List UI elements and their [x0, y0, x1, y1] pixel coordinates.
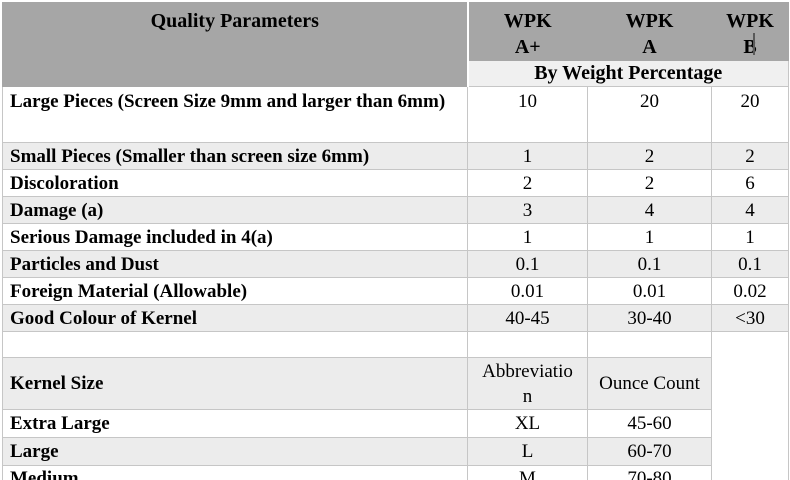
ounce-count-value: 70-80: [587, 465, 712, 480]
empty-cell: [467, 331, 588, 358]
text-cursor: [753, 33, 755, 55]
quality-row-large-pieces: Large Pieces (Screen Size 9mm and larger…: [2, 86, 789, 143]
wpk-label: WPK: [503, 10, 552, 32]
wpk-b-value: 2: [711, 142, 789, 170]
wpk-a-plus-value: 40-45: [467, 304, 588, 332]
wpk-b-value: 0.02: [711, 277, 789, 305]
grade-label: A+: [514, 36, 541, 58]
kernel-size-header: Kernel Size: [2, 357, 468, 410]
kernel-size-header-row: Kernel Size Abbreviation Ounce Count: [2, 357, 789, 410]
wpk-b-value: <30: [711, 304, 789, 332]
parameter-label: Foreign Material (Allowable): [2, 277, 468, 305]
wpk-b-value: 6: [711, 169, 789, 197]
parameter-label: Large Pieces (Screen Size 9mm and larger…: [2, 86, 468, 143]
quality-parameters-label: Quality Parameters: [150, 10, 319, 32]
quality-parameters-header: Quality Parameters: [2, 2, 469, 87]
empty-cell: [587, 331, 712, 358]
wpk-label: WPK: [625, 10, 674, 32]
wpk-a-value: 0.01: [587, 277, 712, 305]
grade-label: B: [743, 36, 757, 58]
ounce-count-header: Ounce Count: [587, 357, 712, 410]
empty-cell: [2, 331, 468, 358]
wpk-a-value: 2: [587, 142, 712, 170]
kernel-row-large: Large L 60-70: [2, 437, 789, 466]
kernel-size-label: Extra Large: [2, 409, 468, 438]
parameter-label: Small Pieces (Smaller than screen size 6…: [2, 142, 468, 170]
ounce-count-value: 45-60: [587, 409, 712, 438]
column-header-wpk-a: WPK A: [587, 2, 712, 61]
wpk-a-value: 0.1: [587, 250, 712, 278]
parameter-label: Good Colour of Kernel: [2, 304, 468, 332]
abbreviation-value: XL: [467, 409, 588, 438]
wpk-a-plus-value: 0.1: [467, 250, 588, 278]
wpk-b-value: 0.1: [711, 250, 789, 278]
quality-row-discoloration: Discoloration 2 2 6: [2, 169, 789, 197]
wpk-label: WPK: [726, 10, 774, 32]
wpk-a-value: 20: [587, 86, 712, 143]
spacer-row: [2, 331, 789, 480]
subheader-row: By Weight Percentage: [3, 60, 789, 87]
by-weight-percentage-header: By Weight Percentage: [467, 60, 789, 87]
wpk-b-value: 1: [711, 223, 789, 251]
wpk-a-value: 30-40: [587, 304, 712, 332]
wpk-a-plus-value: 1: [467, 142, 588, 170]
wpk-a-value: 2: [587, 169, 712, 197]
kernel-size-label: Medium: [2, 465, 468, 480]
parameter-label: Damage (a): [2, 196, 468, 224]
wpk-a-value: 4: [587, 196, 712, 224]
parameter-label: Serious Damage included in 4(a): [2, 223, 468, 251]
header-row: Quality Parameters WPK A+ WPK A WPK B: [2, 2, 789, 87]
quality-row-particles-dust: Particles and Dust 0.1 0.1 0.1: [2, 250, 789, 278]
abbreviation-value: M: [467, 465, 588, 480]
column-header-wpk-b: WPK B: [711, 2, 789, 61]
parameter-label: Particles and Dust: [2, 250, 468, 278]
quality-row-foreign-material: Foreign Material (Allowable) 0.01 0.01 0…: [2, 277, 789, 305]
wpk-b-value: 20: [711, 86, 789, 143]
kernel-row-medium: Medium M 70-80: [2, 465, 789, 480]
wpk-b-value: 4: [711, 196, 789, 224]
wpk-a-value: 1: [587, 223, 712, 251]
kernel-size-label: Large: [2, 437, 468, 466]
wpk-a-plus-value: 3: [467, 196, 588, 224]
abbreviation-header: Abbreviation: [467, 357, 588, 410]
wpk-a-plus-value: 10: [467, 86, 588, 143]
ounce-count-value: 60-70: [587, 437, 712, 466]
quality-row-serious-damage: Serious Damage included in 4(a) 1 1 1: [2, 223, 789, 251]
wpk-a-plus-value: 1: [467, 223, 588, 251]
kernel-row-extra-large: Extra Large XL 45-60: [2, 409, 789, 438]
wpk-a-plus-value: 2: [467, 169, 588, 197]
quality-row-good-colour: Good Colour of Kernel 40-45 30-40 <30: [2, 304, 789, 332]
column-header-wpk-a-plus: WPK A+: [467, 2, 588, 61]
quality-row-small-pieces: Small Pieces (Smaller than screen size 6…: [2, 142, 789, 170]
wpk-a-plus-value: 0.01: [467, 277, 588, 305]
parameter-label: Discoloration: [2, 169, 468, 197]
abbreviation-value: L: [467, 437, 588, 466]
grade-label: A: [642, 36, 657, 58]
quality-row-damage: Damage (a) 3 4 4: [2, 196, 789, 224]
merged-empty-cell: [711, 331, 789, 480]
